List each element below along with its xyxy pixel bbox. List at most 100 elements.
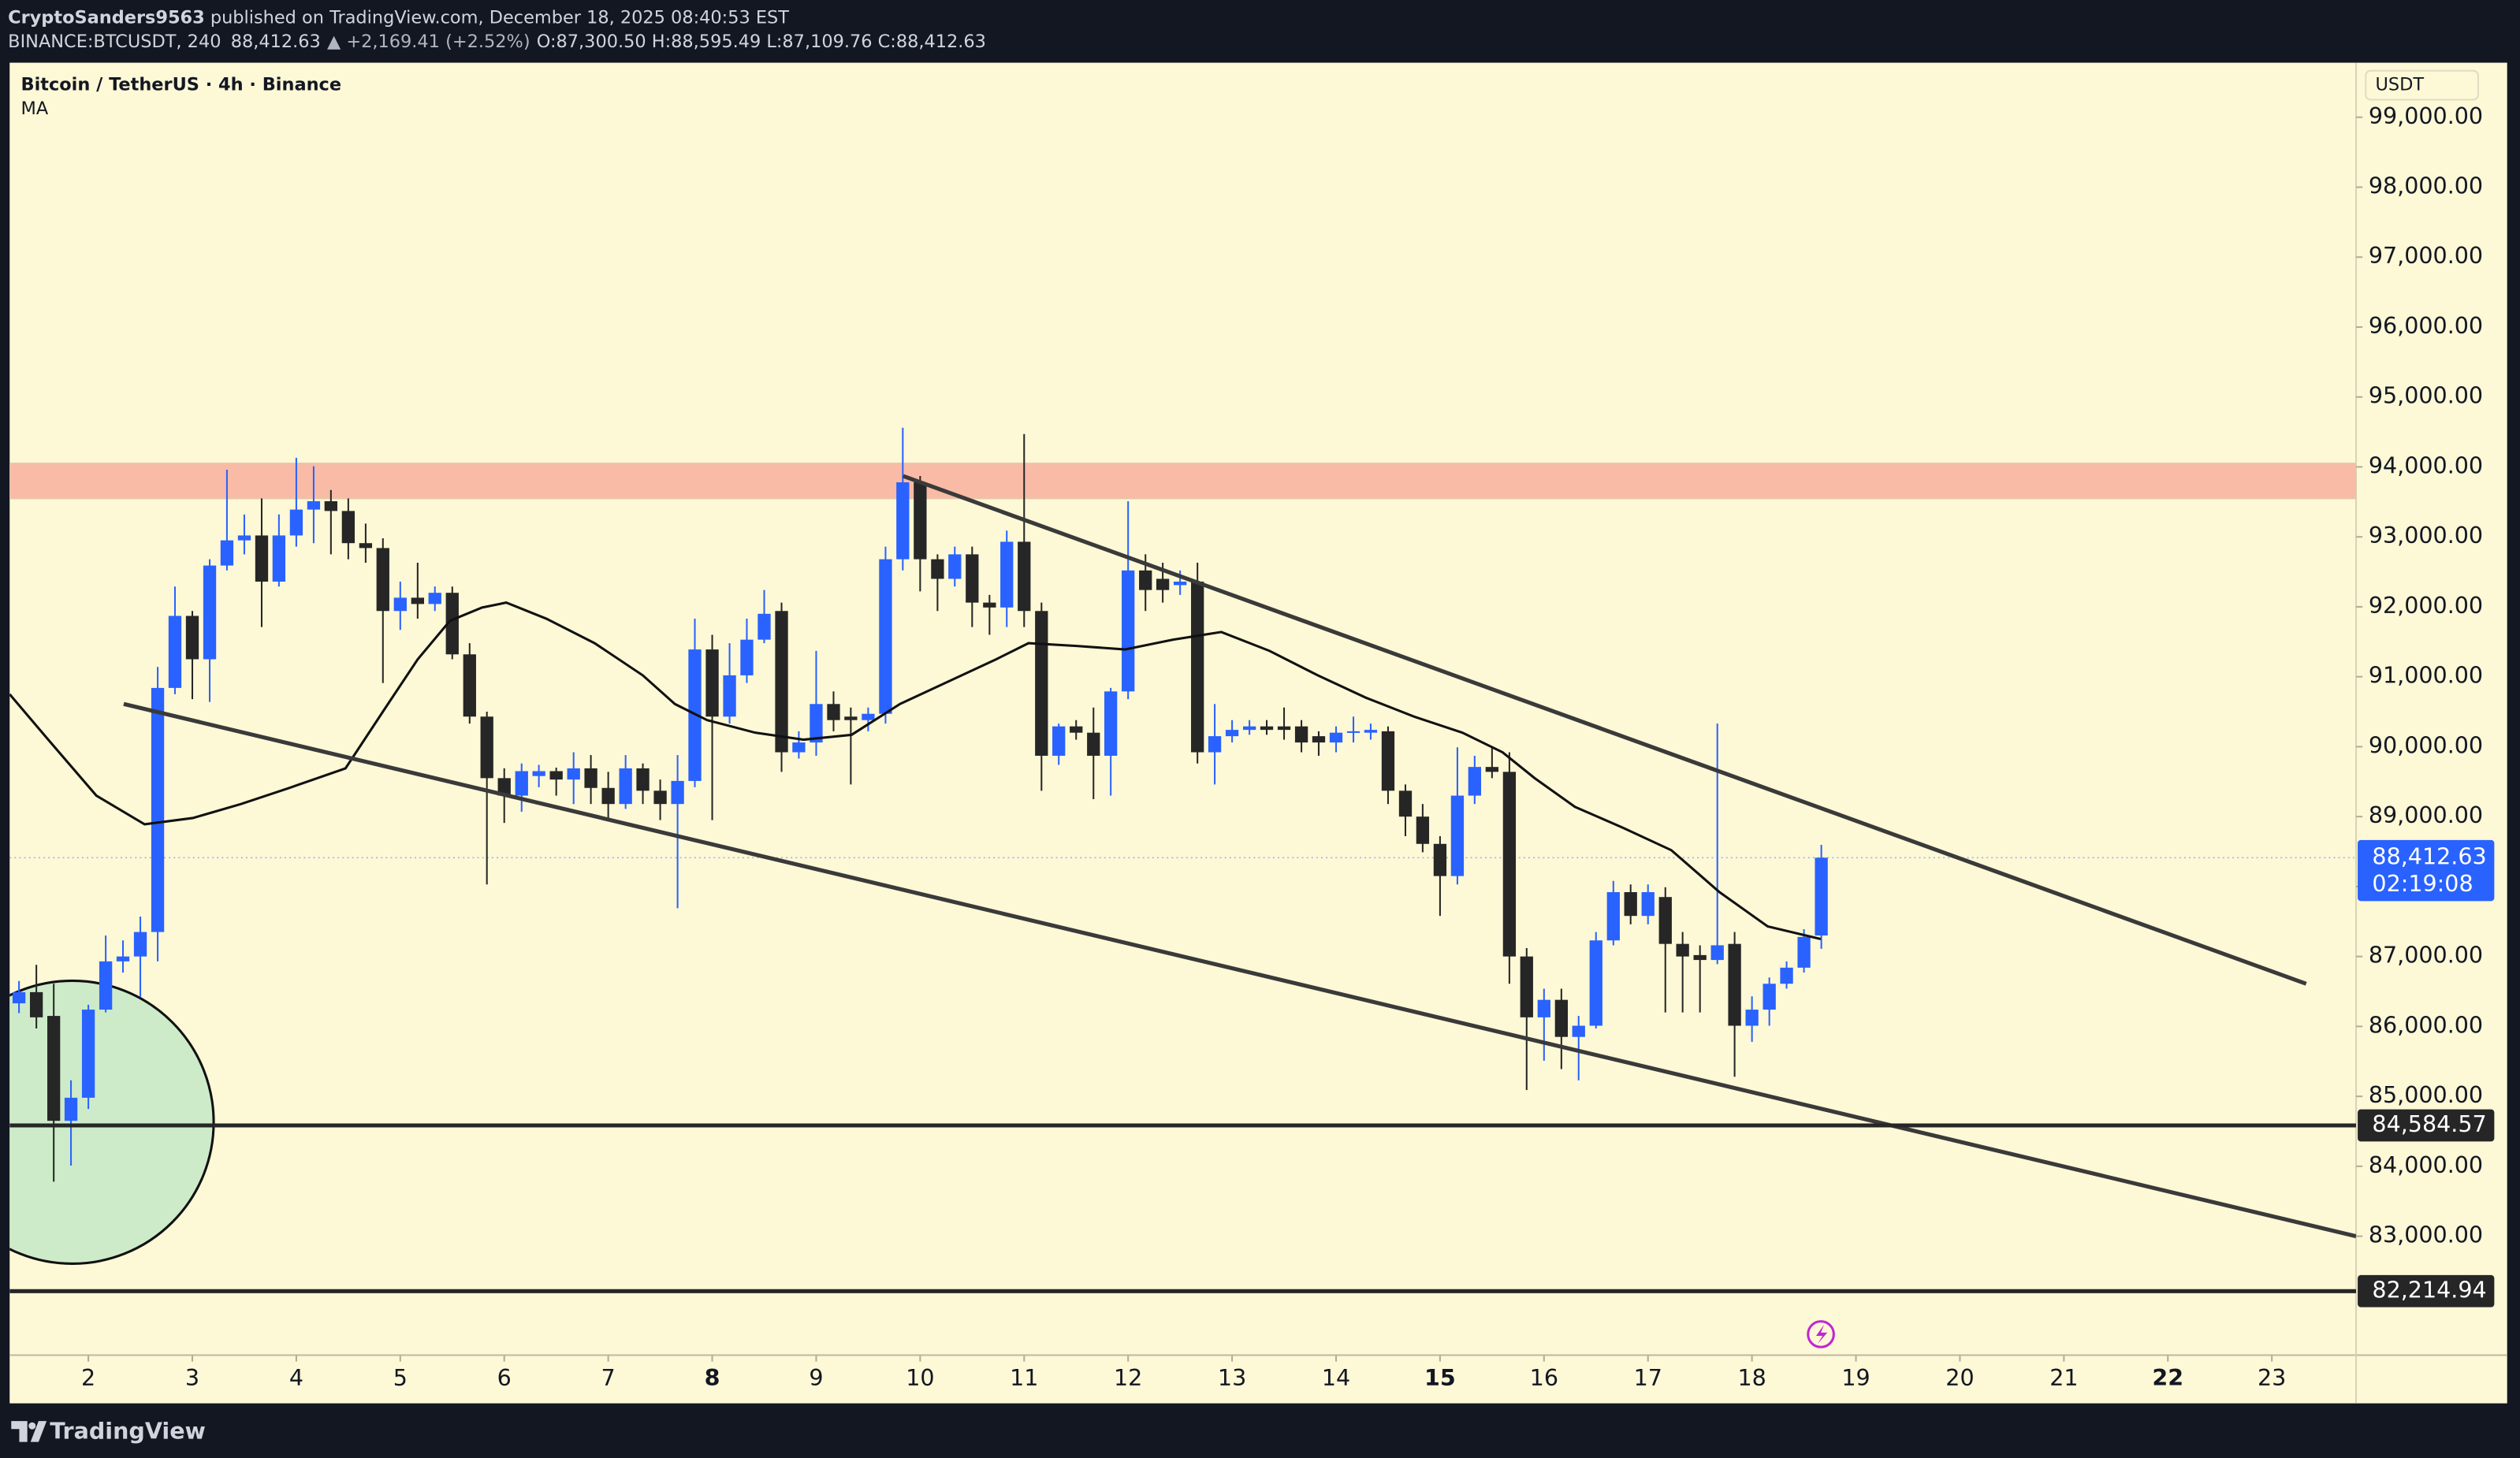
candle-body xyxy=(844,716,858,720)
x-tick-label: 6 xyxy=(497,1364,512,1391)
candle-body xyxy=(1728,943,1741,1026)
candle-body xyxy=(1763,984,1776,1010)
candle-body xyxy=(1156,578,1170,590)
ma-line xyxy=(9,601,1822,940)
candle-body xyxy=(151,687,165,932)
candle-body xyxy=(81,1010,95,1098)
candle-body xyxy=(862,713,875,720)
candle-body xyxy=(1173,581,1187,586)
symbol: BINANCE:BTCUSDT, 240 xyxy=(8,32,221,52)
candle-body xyxy=(1433,843,1447,876)
change: ▲ +2,169.41 (+2.52%) xyxy=(327,32,530,52)
candle-body xyxy=(220,540,234,566)
price-tag xyxy=(2358,1274,2495,1307)
candle-body xyxy=(515,771,528,796)
candle-body xyxy=(1468,767,1481,796)
candle-body xyxy=(1070,726,1083,733)
symbol-info: BINANCE:BTCUSDT, 240 88,412.63 ▲ +2,169.41… xyxy=(8,32,986,52)
candle-body xyxy=(653,790,667,805)
x-tick-label: 16 xyxy=(1530,1364,1558,1391)
price-tag xyxy=(2358,1109,2495,1142)
candle-body xyxy=(1329,732,1343,743)
y-tick-label: 98,000.00 xyxy=(2369,173,2483,199)
y-tick-label: 90,000.00 xyxy=(2369,731,2483,758)
x-tick-label: 20 xyxy=(1945,1364,1974,1391)
candle-body xyxy=(1208,736,1222,753)
x-tick-label: 4 xyxy=(289,1364,303,1391)
candle-body xyxy=(619,768,632,805)
candle-body xyxy=(289,509,303,536)
candle-body xyxy=(723,675,736,717)
last-price-tag xyxy=(2358,839,2495,902)
candle-body xyxy=(1641,892,1655,917)
candle-body xyxy=(445,593,459,655)
candle-body xyxy=(1242,726,1256,731)
candle-body xyxy=(1676,943,1689,957)
candle-body xyxy=(636,768,650,791)
candle-body xyxy=(1780,967,1793,984)
x-tick-label: 2 xyxy=(81,1364,95,1391)
candle-body xyxy=(463,654,476,717)
candle-body xyxy=(740,639,754,675)
last-price-label: 88,412.63 xyxy=(2372,842,2486,869)
candle-body xyxy=(393,597,407,612)
y-tick-label: 94,000.00 xyxy=(2369,452,2483,478)
candle-body xyxy=(1364,730,1378,733)
candle-body xyxy=(12,991,26,1004)
chart-title: Bitcoin / TetherUS · 4h · Binance xyxy=(21,75,342,95)
candle-body xyxy=(914,482,927,560)
x-tick-label: 22 xyxy=(2152,1364,2183,1391)
author: CryptoSanders9563 xyxy=(8,7,205,28)
x-tick-label: 12 xyxy=(1114,1364,1142,1391)
candle-body xyxy=(601,787,615,805)
chart-background xyxy=(9,62,2507,1404)
candle-body xyxy=(168,616,182,688)
candle-body xyxy=(1381,731,1395,791)
candle-body xyxy=(1225,730,1239,737)
x-tick-label: 11 xyxy=(1010,1364,1038,1391)
price-tag-label: 82,214.94 xyxy=(2372,1276,2486,1303)
candle-body xyxy=(1000,541,1014,608)
candle-body xyxy=(757,613,771,640)
candle-body xyxy=(255,535,269,582)
candle-body xyxy=(1589,940,1602,1026)
candle-body xyxy=(1122,570,1135,692)
lightning-icon xyxy=(1807,1320,1835,1348)
candle-body xyxy=(29,991,43,1017)
candle-body xyxy=(376,548,389,612)
x-tick-label: 17 xyxy=(1634,1364,1662,1391)
candle-body xyxy=(64,1097,78,1121)
price: 88,412.63 xyxy=(231,32,321,52)
candle-body xyxy=(480,716,493,779)
candle-body xyxy=(1502,772,1517,957)
candle-body xyxy=(1537,999,1550,1017)
candle-body xyxy=(1797,936,1811,968)
currency: USDT xyxy=(2375,75,2424,95)
overlay: 83,000.00 84,000.00 85,000.00 86,000.00 87,0… xyxy=(81,102,2495,1391)
candle-body xyxy=(966,554,979,603)
candle-body xyxy=(1572,1025,1585,1037)
candle-body xyxy=(1260,726,1274,731)
x-tick-label: 13 xyxy=(1218,1364,1246,1391)
candle-body xyxy=(359,543,373,549)
x-tick-label: 14 xyxy=(1322,1364,1350,1391)
y-tick-label: 95,000.00 xyxy=(2369,382,2483,409)
x-tick-label: 15 xyxy=(1424,1364,1456,1391)
x-tick-label: 21 xyxy=(2049,1364,2078,1391)
price-tag-label: 84,584.57 xyxy=(2372,1110,2486,1137)
candle-body xyxy=(1312,736,1326,743)
candle-body xyxy=(1485,767,1499,772)
candle-body xyxy=(1277,726,1291,731)
candle-body xyxy=(1087,732,1100,756)
candle-body xyxy=(931,559,944,579)
trendline xyxy=(123,701,2357,1239)
x-tick-label: 10 xyxy=(906,1364,934,1391)
legend-ma: MA xyxy=(21,99,49,119)
x-tick-label: 18 xyxy=(1737,1364,1766,1391)
candle-body xyxy=(532,771,545,776)
candle-body xyxy=(879,559,892,714)
published: published on TradingView.com, December 1… xyxy=(205,7,790,28)
y-tick-label: 96,000.00 xyxy=(2369,312,2483,339)
candle-body xyxy=(99,961,113,1010)
x-tick-label: 3 xyxy=(185,1364,199,1391)
